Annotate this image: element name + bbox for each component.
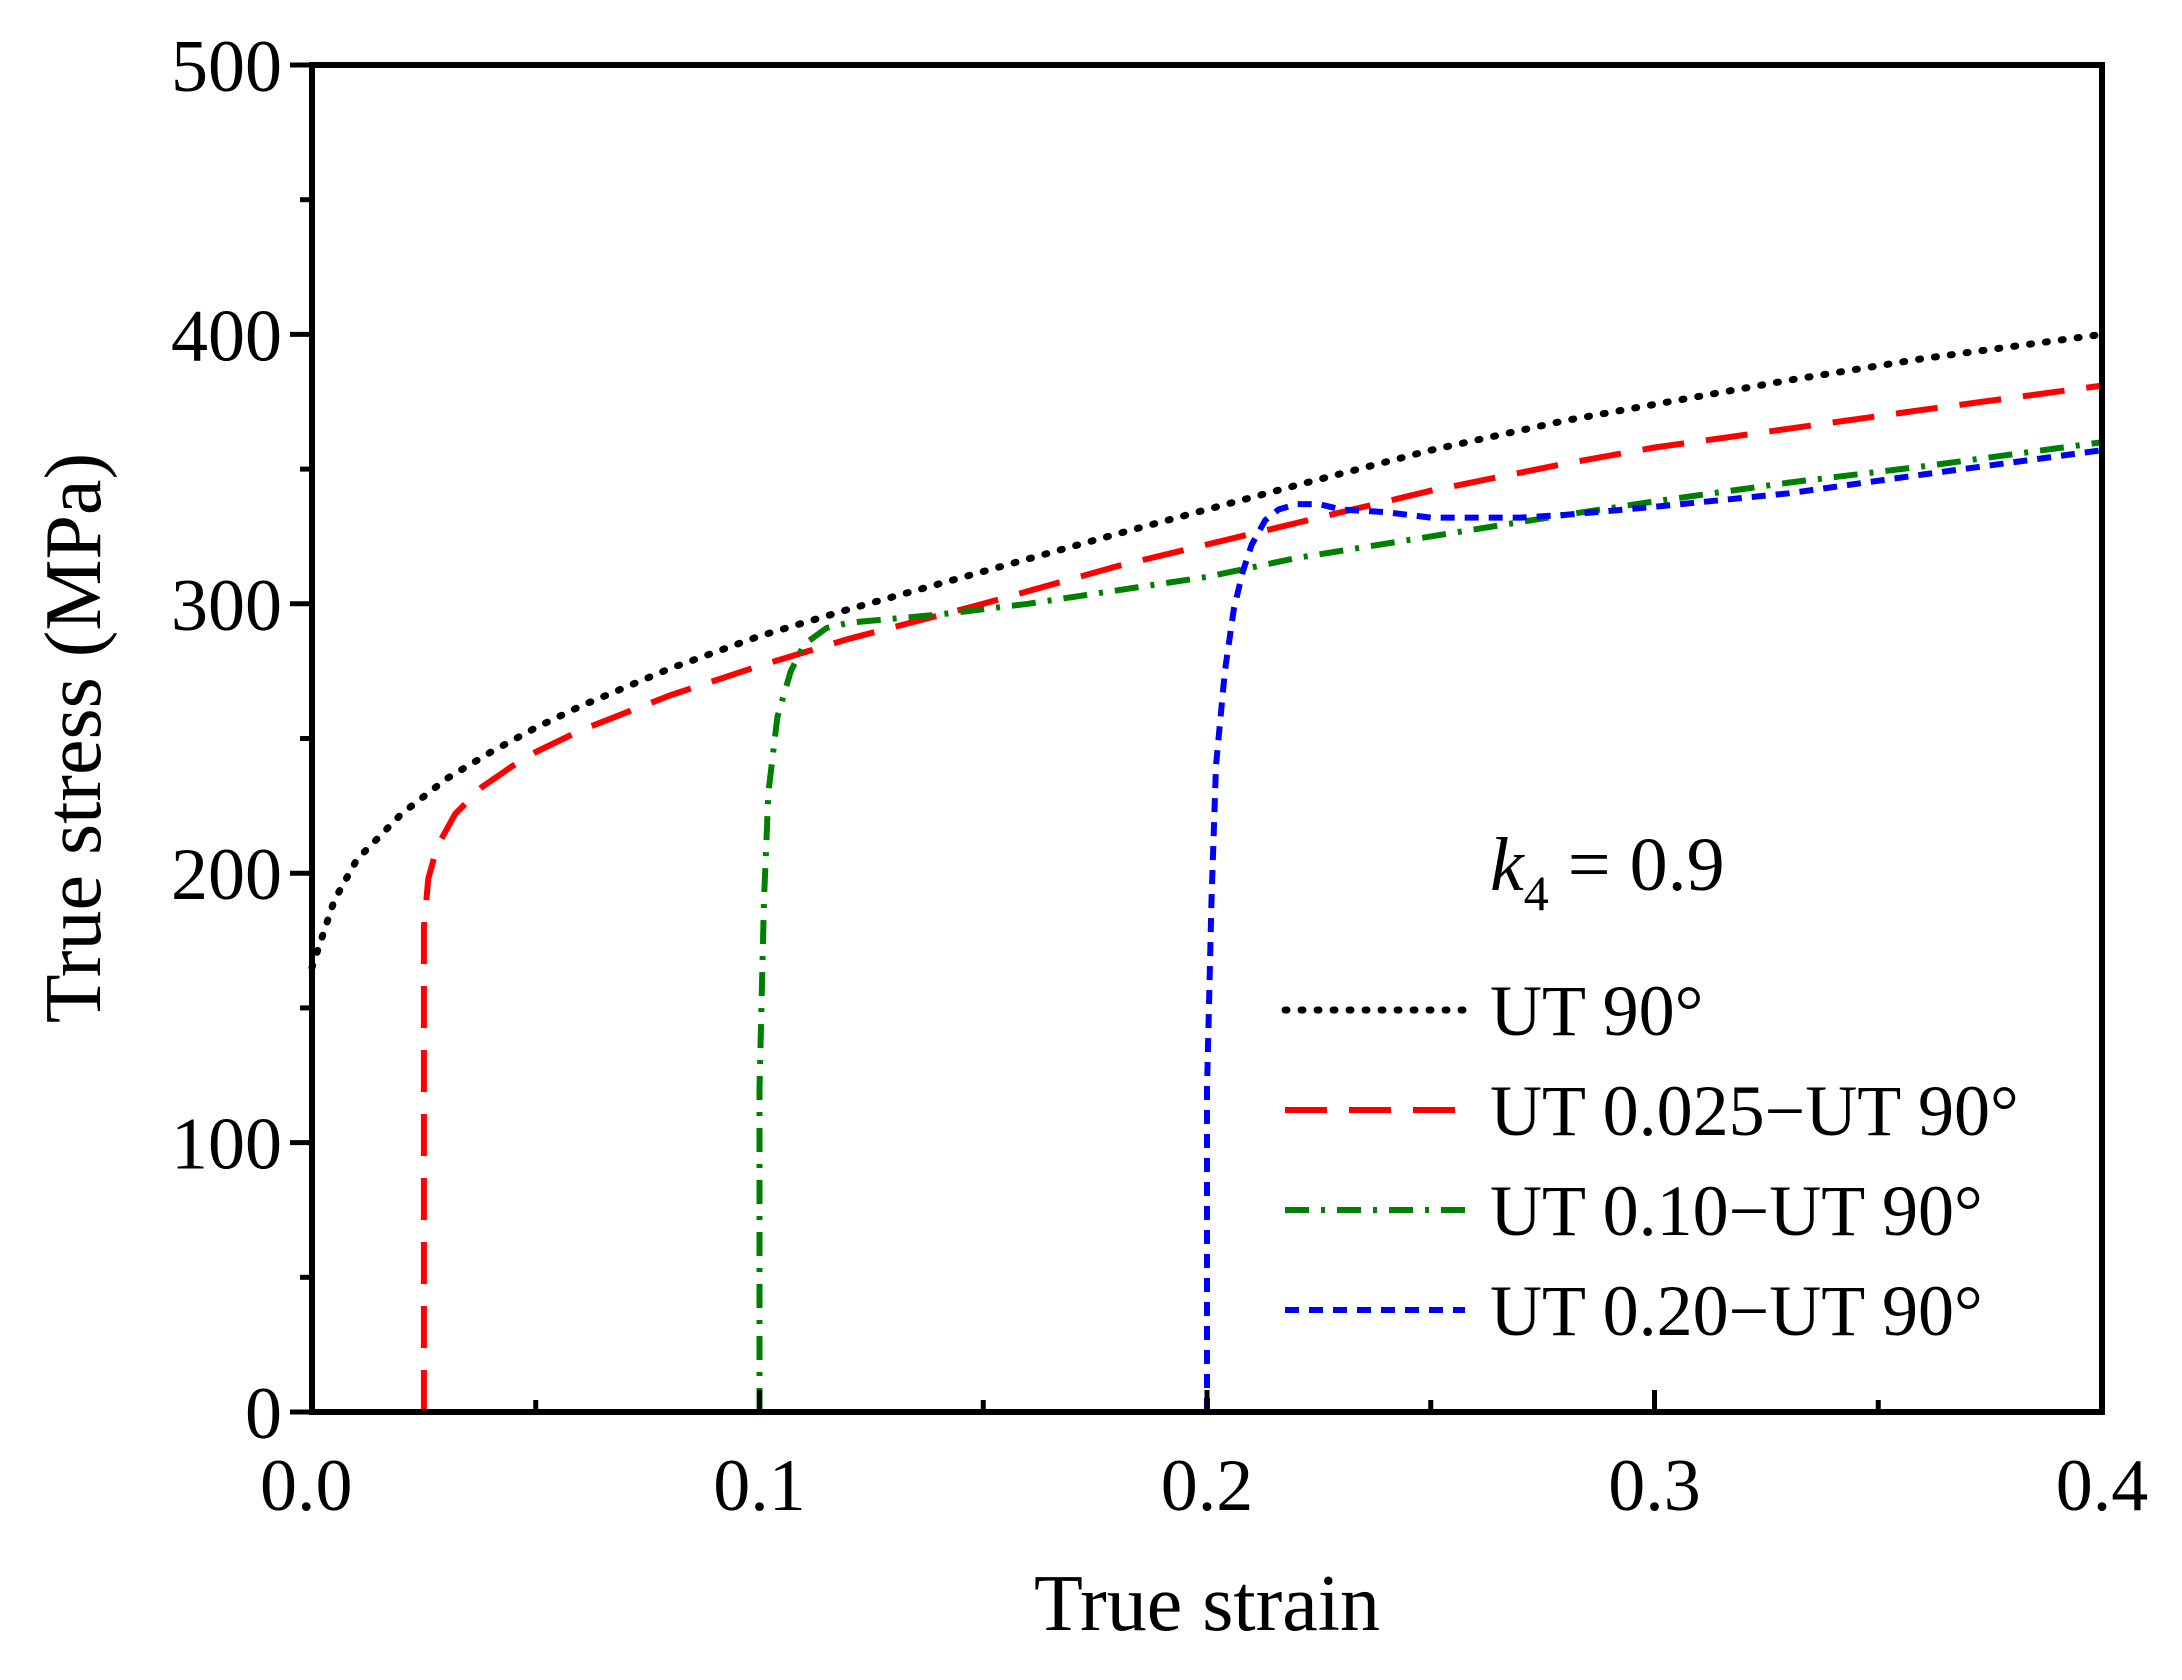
- plot-curves: [308, 330, 2106, 1412]
- parameter-annotation: k4 = 0.9: [1490, 823, 1725, 921]
- axis-tick-labels: 0.0 0.1 0.2 0.3 0.4 0 100 200 300 400 500: [171, 26, 2148, 1527]
- legend-label-ut-0-20-ut-90: UT 0.20−UT 90°: [1490, 1271, 1983, 1351]
- y-tick-label: 100: [171, 1104, 282, 1186]
- x-axis-title: True strain: [1034, 1560, 1380, 1648]
- series-line-ut-0-20-ut-90: [1204, 447, 2103, 1412]
- y-tick-label: 0: [245, 1373, 282, 1455]
- annotation-value: = 0.9: [1549, 823, 1725, 907]
- y-tick-label: 500: [171, 26, 282, 108]
- series-line-ut-90: [308, 330, 2106, 971]
- y-tick-label: 400: [171, 295, 282, 377]
- x-tick-label: 0.1: [713, 1445, 806, 1527]
- legend-label-ut-0-025-ut-90: UT 0.025−UT 90°: [1490, 1071, 2019, 1151]
- y-axis-title: True stress (MPa): [30, 453, 118, 1023]
- x-tick-label: 0.2: [1161, 1445, 1254, 1527]
- legend: UT 90° UT 0.025−UT 90° UT 0.10−UT 90° UT 0.…: [1281, 971, 2019, 1351]
- x-tick-label: 0.4: [2056, 1445, 2149, 1527]
- x-tick-label: 0.3: [1608, 1445, 1701, 1527]
- series-line-ut-0-10-ut-90: [756, 439, 2103, 1412]
- series-line-ut-0-025-ut-90: [420, 382, 2103, 1412]
- axis-ticks: [290, 62, 2105, 1415]
- x-tick-label: 0.0: [260, 1445, 353, 1527]
- y-tick-label: 200: [171, 834, 282, 916]
- annotation-symbol: k: [1490, 823, 1525, 907]
- legend-label-ut-90: UT 90°: [1490, 971, 1703, 1051]
- legend-label-ut-0-10-ut-90: UT 0.10−UT 90°: [1490, 1171, 1983, 1251]
- annotation-subscript: 4: [1524, 865, 1549, 921]
- y-tick-label: 300: [171, 565, 282, 647]
